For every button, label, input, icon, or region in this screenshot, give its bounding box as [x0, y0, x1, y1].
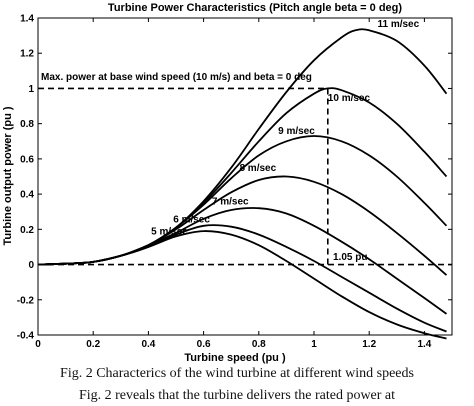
y-tick-label: 0	[28, 260, 34, 271]
series-label: 11 m/sec	[377, 19, 419, 30]
y-tick-label: 1.2	[20, 49, 34, 60]
series-line-11-m-sec	[37, 28, 448, 266]
series-label: 5 m/sec	[151, 227, 188, 238]
base-speed-annotation: 1.05 pu	[333, 252, 367, 263]
series-line-6-m-sec	[37, 224, 447, 333]
x-tick-label: 1	[311, 339, 317, 350]
series-lines	[37, 28, 448, 340]
y-axis-label: Turbine output power (pu )	[2, 106, 14, 245]
x-tick-label: 1.4	[417, 339, 431, 350]
body-text: Fig. 2 reveals that the turbine delivers…	[78, 388, 396, 403]
x-tick-label: 1.2	[362, 339, 376, 350]
chart-title: Turbine Power Characteristics (Pitch ang…	[108, 2, 402, 14]
x-tick-label: 0.8	[252, 339, 266, 350]
x-tick-label: 0.4	[141, 339, 155, 350]
turbine-power-chart: Turbine Power Characteristics (Pitch ang…	[2, 2, 453, 364]
y-tick-label: 1.4	[20, 14, 34, 25]
x-axis-label: Turbine speed (pu )	[184, 352, 286, 364]
series-label: 8 m/sec	[239, 163, 276, 174]
series-label: 9 m/sec	[278, 126, 315, 137]
axis-ticks: 0 0.2 0.4 0.6 0.8 1 1.2 1.4 -0.4 -0.2 0 0.2 0.4 0.6 0.…	[17, 14, 452, 350]
series-line-5-m-sec	[37, 230, 447, 340]
max-power-annotation: Max. power at base wind speed (10 m/s) a…	[41, 72, 312, 83]
y-tick-label: -0.4	[17, 331, 35, 342]
x-tick-label: 0.2	[86, 339, 100, 350]
reference-lines	[38, 87, 452, 266]
x-tick-label: 0	[35, 339, 41, 350]
y-tick-label: 1	[28, 84, 34, 95]
y-tick-label: 0.6	[20, 154, 34, 165]
plot-frame	[37, 17, 453, 336]
series-label: 6 m/sec	[173, 214, 210, 225]
series-label: 10 m/sec	[328, 93, 371, 104]
x-tick-label: 0.6	[197, 339, 211, 350]
y-tick-label: 0.4	[20, 190, 34, 201]
y-tick-label: 0.8	[20, 119, 34, 130]
y-tick-label: -0.2	[17, 295, 35, 306]
series-label: 7 m/sec	[212, 197, 249, 208]
y-tick-label: 0.2	[20, 225, 34, 236]
figure-caption: Fig. 2 Characterics of the wind turbine …	[60, 366, 414, 381]
